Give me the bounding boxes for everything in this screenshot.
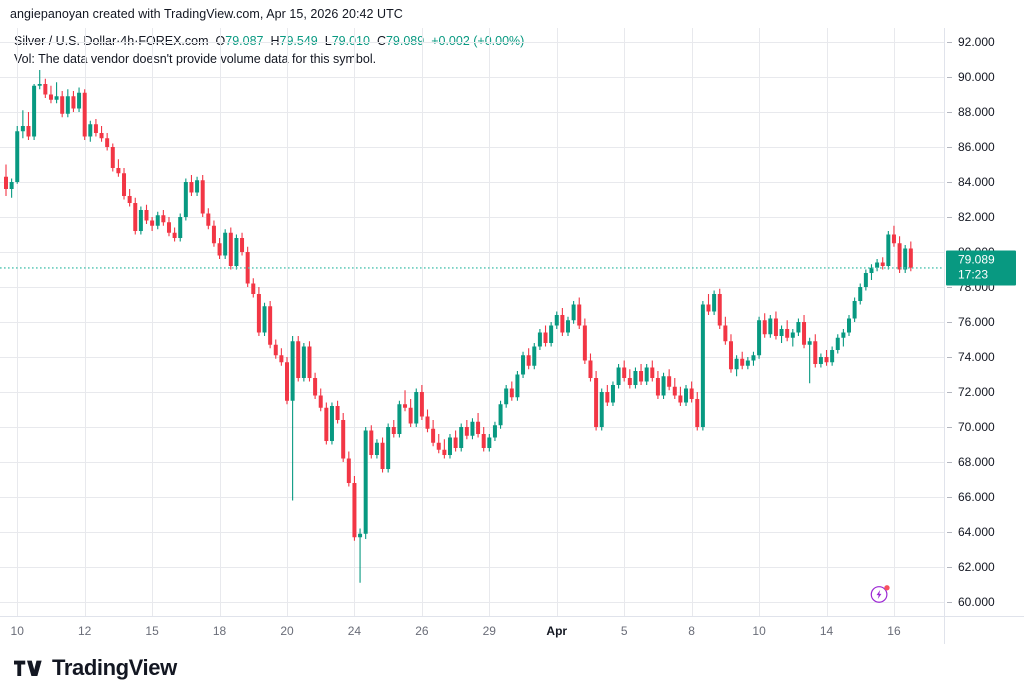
legend-symbol[interactable]: Silver / U.S. Dollar [14, 34, 117, 48]
current-price-badge[interactable]: 79.089 17:23 [946, 250, 1016, 286]
price-axis-tick: 88.000 [947, 105, 995, 119]
time-axis[interactable]: 10 12 15 18 20 24 26 29 Apr 5 8 10 14 16 [0, 616, 944, 644]
tradingview-brand-text: TradingView [52, 655, 177, 680]
current-price-countdown: 17:23 [958, 267, 989, 282]
time-axis-tick: 12 [77, 624, 92, 638]
legend-open-value: 79.087 [225, 34, 264, 48]
price-tick-dash [947, 567, 952, 568]
price-tick-dash [947, 497, 952, 498]
time-axis-tick: 29 [482, 624, 496, 638]
legend-low-value: 79.010 [331, 34, 370, 48]
chart-plot-area[interactable] [0, 28, 944, 616]
price-tick-dash [947, 147, 952, 148]
time-axis-tick: 24 [347, 624, 362, 638]
legend-high-label: H [270, 34, 280, 48]
legend-main-row: Silver / U.S. Dollar · 4h · FOREX.com O … [14, 33, 524, 50]
price-axis-tick: 62.000 [947, 560, 995, 574]
time-axis-tick: 18 [212, 624, 227, 638]
chart-gridlines [0, 28, 944, 616]
current-price-value: 79.089 [958, 252, 995, 267]
price-axis-tick: 66.000 [947, 490, 995, 504]
time-axis-tick: 14 [819, 624, 834, 638]
price-tick-dash [947, 322, 952, 323]
legend-low-label: L [324, 34, 332, 48]
time-axis-tick: 10 [10, 624, 24, 638]
time-axis-tick: 15 [145, 624, 159, 638]
legend-interval[interactable]: 4h [120, 34, 135, 48]
lightning-bolt-icon[interactable] [869, 583, 891, 605]
price-tick-dash [947, 392, 952, 393]
legend-volume-note: Vol: The data vendor doesn't provide vol… [14, 52, 377, 66]
price-tick-dash [947, 427, 952, 428]
price-axis-tick: 92.000 [947, 35, 995, 49]
price-tick-dash [947, 462, 952, 463]
legend-close-value: 79.089 [385, 34, 425, 48]
price-tick-dash [947, 112, 952, 113]
price-axis-tick: 86.000 [947, 140, 995, 154]
legend-exchange: FOREX.com [138, 34, 209, 48]
price-tick-dash [947, 217, 952, 218]
price-axis-tick: 90.000 [947, 70, 995, 84]
price-axis-tick: 68.000 [947, 455, 995, 469]
price-axis-tick: 74.000 [947, 350, 995, 364]
chart-legend: Silver / U.S. Dollar · 4h · FOREX.com O … [14, 33, 524, 68]
legend-separator-1: · [116, 34, 121, 48]
time-axis-tick: 26 [415, 624, 429, 638]
price-tick-dash [947, 532, 952, 533]
legend-high-value: 79.549 [279, 34, 318, 48]
price-tick-dash [947, 287, 952, 288]
time-axis-tick: 5 [620, 624, 628, 638]
axis-corner [944, 616, 1024, 644]
price-tick-dash [947, 77, 952, 78]
legend-change-value: +0.002 (+0.00%) [431, 34, 525, 48]
tradingview-logo-icon [14, 660, 42, 676]
price-axis-tick: 64.000 [947, 525, 995, 539]
price-axis-tick: 76.000 [947, 315, 995, 329]
price-tick-dash [947, 357, 952, 358]
price-tick-dash [947, 602, 952, 603]
price-axis-tick: 70.000 [947, 420, 995, 434]
price-axis[interactable]: 92.00090.00088.00086.00084.00082.00080.0… [944, 28, 1024, 616]
legend-close-label: C [376, 34, 386, 48]
time-axis-tick: 16 [887, 624, 901, 638]
time-axis-tick: 10 [752, 624, 766, 638]
price-tick-dash [947, 182, 952, 183]
legend-separator-2: · [134, 34, 139, 48]
price-axis-tick: 84.000 [947, 175, 995, 189]
price-axis-tick: 60.000 [947, 595, 995, 609]
candlestick-series [0, 70, 944, 583]
tradingview-footer: TradingView [14, 655, 177, 681]
time-axis-tick: Apr [546, 624, 568, 638]
price-axis-tick: 72.000 [947, 385, 995, 399]
time-axis-tick: 20 [280, 624, 294, 638]
attribution-text: angiepanoyan created with TradingView.co… [10, 7, 403, 21]
time-axis-tick: 8 [688, 624, 695, 638]
price-axis-tick: 82.000 [947, 210, 995, 224]
price-tick-dash [947, 42, 952, 43]
